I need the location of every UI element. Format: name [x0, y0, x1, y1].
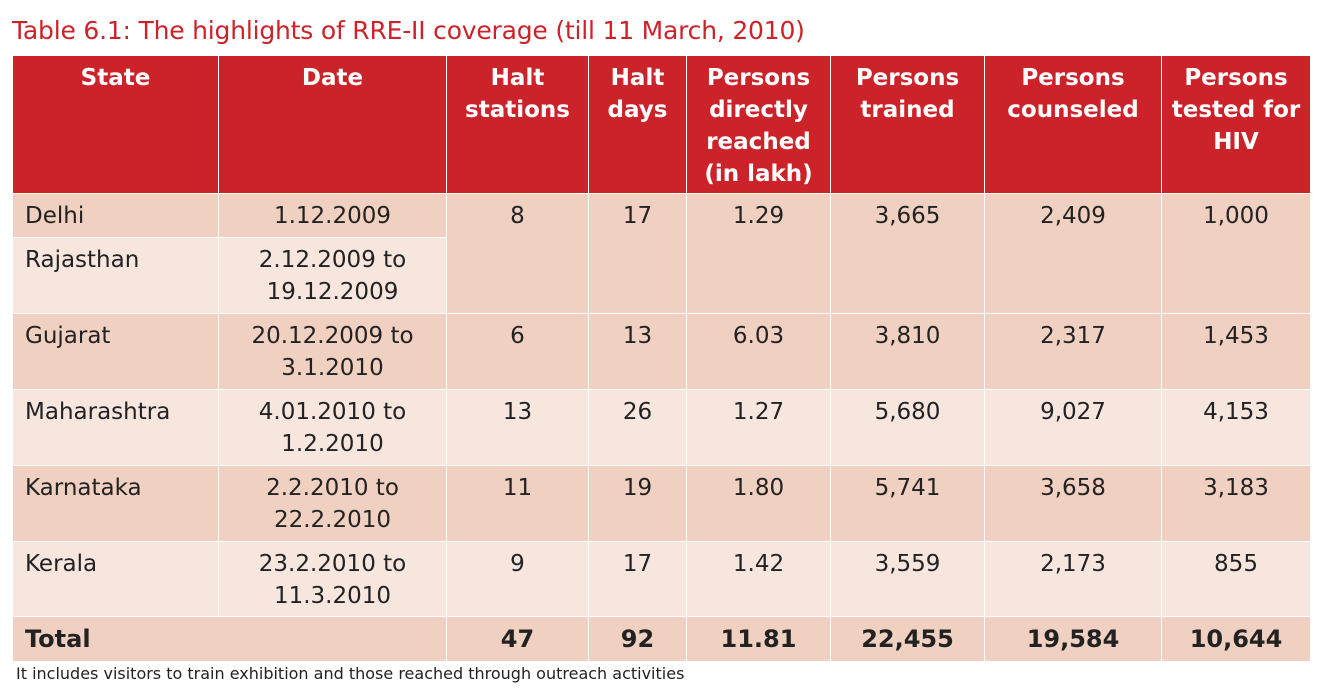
tested-cell: 1,000 [1161, 193, 1311, 314]
header-state: State [12, 55, 219, 194]
reached-cell: 1.27 [686, 389, 831, 466]
trained-cell: 3,810 [830, 313, 985, 390]
table-row: Gujarat 20.12.2009 to 3.1.2010 6 13 6.03… [12, 313, 1311, 390]
halt-stations-cell: 13 [446, 389, 589, 466]
reached-cell: 6.03 [686, 313, 831, 390]
trained-cell: 3,559 [830, 541, 985, 617]
halt-days-cell: 17 [588, 193, 687, 314]
table-title: Table 6.1: The highlights of RRE-II cove… [12, 16, 805, 45]
counseled-cell: 9,027 [984, 389, 1162, 466]
total-label: Total [12, 616, 447, 662]
date-cell: 23.2.2010 to 11.3.2010 [218, 541, 447, 617]
halt-days-cell: 26 [588, 389, 687, 466]
coverage-table: State Date Halt stations Halt days Perso… [12, 55, 1311, 662]
table-row: Kerala 23.2.2010 to 11.3.2010 9 17 1.42 … [12, 541, 1311, 617]
reached-cell: 1.29 [686, 193, 831, 314]
state-cell: Delhi [12, 193, 219, 238]
halt-stations-cell: 11 [446, 465, 589, 542]
halt-days-cell: 19 [588, 465, 687, 542]
trained-cell: 3,665 [830, 193, 985, 314]
trained-cell: 5,741 [830, 465, 985, 542]
header-date: Date [218, 55, 447, 194]
table-row: Karnataka 2.2.2010 to 22.2.2010 11 19 1.… [12, 465, 1311, 542]
counseled-cell: 2,173 [984, 541, 1162, 617]
footnote: It includes visitors to train exhibition… [16, 664, 685, 683]
header-persons-trained: Persons trained [830, 55, 985, 194]
halt-days-cell: 13 [588, 313, 687, 390]
date-cell: 4.01.2010 to 1.2.2010 [218, 389, 447, 466]
tested-cell: 3,183 [1161, 465, 1311, 542]
tested-cell: 855 [1161, 541, 1311, 617]
header-persons-counseled: Persons counseled [984, 55, 1162, 194]
state-cell: Rajasthan [12, 237, 219, 314]
reached-cell: 1.80 [686, 465, 831, 542]
header-persons-tested: Persons tested for HIV [1161, 55, 1311, 194]
total-counseled: 19,584 [984, 616, 1162, 662]
reached-cell: 1.42 [686, 541, 831, 617]
header-halt-stations: Halt stations [446, 55, 589, 194]
halt-stations-cell: 6 [446, 313, 589, 390]
total-tested: 10,644 [1161, 616, 1311, 662]
header-halt-days: Halt days [588, 55, 687, 194]
counseled-cell: 2,409 [984, 193, 1162, 314]
table-row: Maharashtra 4.01.2010 to 1.2.2010 13 26 … [12, 389, 1311, 466]
date-cell: 2.12.2009 to 19.12.2009 [218, 237, 447, 314]
header-persons-reached: Persons directly reached (in lakh) [686, 55, 831, 194]
halt-stations-cell: 8 [446, 193, 589, 314]
tested-cell: 1,453 [1161, 313, 1311, 390]
trained-cell: 5,680 [830, 389, 985, 466]
date-cell: 1.12.2009 [218, 193, 447, 238]
table-row: Delhi 1.12.2009 8 17 1.29 3,665 2,409 1,… [12, 193, 1311, 314]
table-row: Rajasthan 2.12.2009 to 19.12.2009 [12, 237, 1311, 314]
date-cell: 20.12.2009 to 3.1.2010 [218, 313, 447, 390]
counseled-cell: 3,658 [984, 465, 1162, 542]
total-trained: 22,455 [830, 616, 985, 662]
total-halt-days: 92 [588, 616, 687, 662]
total-reached: 11.81 [686, 616, 831, 662]
total-row: Total 47 92 11.81 22,455 19,584 10,644 [12, 616, 1311, 662]
date-cell: 2.2.2010 to 22.2.2010 [218, 465, 447, 542]
halt-days-cell: 17 [588, 541, 687, 617]
state-cell: Gujarat [12, 313, 219, 390]
state-cell: Maharashtra [12, 389, 219, 466]
halt-stations-cell: 9 [446, 541, 589, 617]
header-row: State Date Halt stations Halt days Perso… [12, 55, 1311, 194]
state-cell: Kerala [12, 541, 219, 617]
counseled-cell: 2,317 [984, 313, 1162, 390]
total-halt-stations: 47 [446, 616, 589, 662]
tested-cell: 4,153 [1161, 389, 1311, 466]
state-cell: Karnataka [12, 465, 219, 542]
